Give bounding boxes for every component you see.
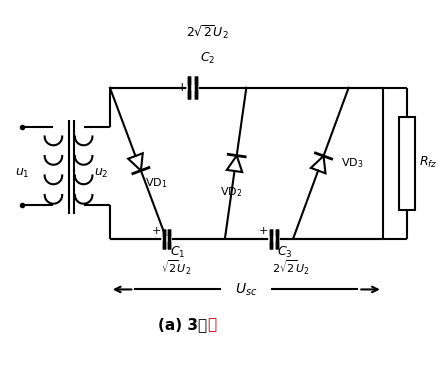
Text: $\mathrm{VD}_3$: $\mathrm{VD}_3$ [341,156,363,170]
Text: $\mathrm{VD}_2$: $\mathrm{VD}_2$ [220,185,243,199]
Text: +: + [259,226,269,236]
Text: +: + [152,226,161,236]
Text: $C_3$: $C_3$ [278,245,293,260]
Text: 压: 压 [207,317,217,332]
Text: $R_{fz}$: $R_{fz}$ [419,155,437,170]
Text: $u_2$: $u_2$ [94,167,108,180]
Text: $\sqrt{2}U_2$: $\sqrt{2}U_2$ [161,259,191,277]
Text: $U_{sc}$: $U_{sc}$ [235,281,258,298]
Polygon shape [311,156,325,173]
Text: $C_2$: $C_2$ [200,51,215,66]
Polygon shape [128,153,143,171]
Polygon shape [227,156,242,172]
Text: $2\sqrt{2}U_2$: $2\sqrt{2}U_2$ [272,259,310,277]
Text: $C_1$: $C_1$ [170,245,186,260]
Text: $\mathrm{VD}_1$: $\mathrm{VD}_1$ [145,176,168,190]
Text: $2\sqrt{2}U_2$: $2\sqrt{2}U_2$ [186,23,229,41]
Text: $u_1$: $u_1$ [15,167,30,180]
Text: (a) 3倍: (a) 3倍 [158,317,207,332]
Text: +: + [176,81,187,94]
Bar [399,117,415,210]
